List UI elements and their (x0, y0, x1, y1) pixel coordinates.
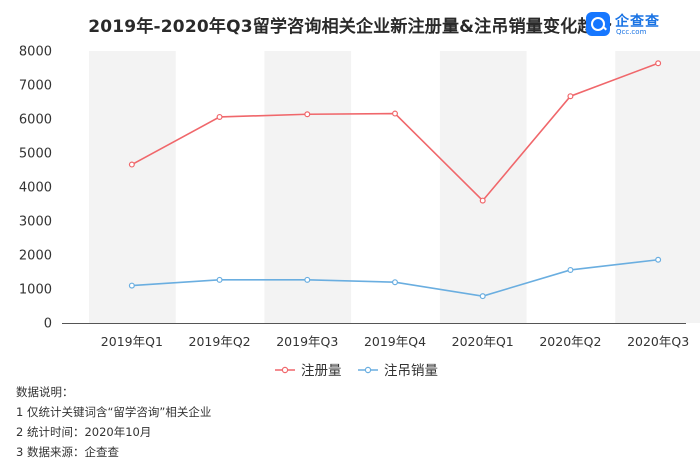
series-lines (131, 62, 659, 297)
data-notes: 数据说明： 1 仅统计关键词含“留学咨询”相关企业 2 统计时间：2020年10… (16, 382, 211, 462)
notes-line-1: 1 仅统计关键词含“留学咨询”相关企业 (16, 405, 212, 419)
x-tick-label: 2019年Q3 (276, 334, 338, 349)
x-tick-label: 2020年Q2 (539, 334, 601, 349)
magnifier-icon (586, 12, 610, 36)
x-tick-label: 2020年Q1 (452, 334, 514, 349)
legend-label: 注册量 (301, 363, 342, 379)
x-tick-label: 2019年Q2 (189, 334, 251, 349)
legend: 注册量 注吊销量 (275, 363, 438, 379)
x-axis: 2019年Q1 2019年Q2 2019年Q3 2019年Q4 2020年Q1 2020年… (62, 323, 689, 349)
data-point (567, 266, 574, 273)
y-tick-label: 5000 (19, 147, 52, 162)
data-point (392, 279, 399, 286)
category-band (439, 51, 527, 323)
data-point (128, 282, 135, 289)
category-band (615, 51, 700, 323)
notes-line-3: 3 数据来源：企查查 (16, 445, 119, 459)
series-points (128, 60, 662, 300)
y-tick-label: 1000 (19, 283, 52, 298)
data-point (304, 276, 311, 283)
x-tick-label: 2019年Q1 (101, 334, 163, 349)
y-axis: 0 1000 2000 3000 4000 5000 6000 7000 8000 (19, 45, 52, 332)
legend-marker (364, 366, 372, 374)
data-point (479, 293, 486, 300)
legend-marker (281, 366, 289, 374)
y-tick-label: 2000 (19, 249, 52, 264)
x-tick-label: 2019年Q4 (364, 334, 426, 349)
x-tick-label: 2020年Q3 (627, 334, 689, 349)
y-tick-label: 6000 (19, 113, 52, 128)
data-point (567, 93, 574, 100)
y-tick-label: 4000 (19, 181, 52, 196)
data-point (655, 60, 662, 67)
legend-label: 注吊销量 (384, 363, 438, 379)
data-point (479, 197, 486, 204)
y-tick-label: 7000 (19, 79, 52, 94)
line-chart: 0 1000 2000 3000 4000 5000 6000 7000 8000 2019年Q… (19, 45, 700, 379)
logo-subtitle: Qcc.com (616, 28, 647, 36)
qcc-logo: 企查查 Qcc.com (586, 10, 696, 40)
data-point (392, 110, 399, 117)
notes-heading: 数据说明： (16, 385, 74, 399)
y-tick-label: 8000 (19, 45, 52, 60)
chart-title: 2019年-2020年Q3留学咨询相关企业新注册量&注吊销量变化趋势 (88, 17, 612, 37)
y-tick-label: 3000 (19, 215, 52, 230)
data-point (304, 111, 311, 118)
data-point (216, 276, 223, 283)
series-line-1 (131, 62, 659, 202)
data-point (128, 161, 135, 168)
y-tick-label: 0 (44, 317, 52, 332)
logo-name: 企查查 (615, 14, 660, 30)
series-line-2 (131, 258, 659, 297)
data-point (216, 113, 223, 120)
category-band (89, 51, 176, 323)
data-point (655, 256, 662, 263)
notes-line-2: 2 统计时间：2020年10月 (16, 425, 152, 439)
